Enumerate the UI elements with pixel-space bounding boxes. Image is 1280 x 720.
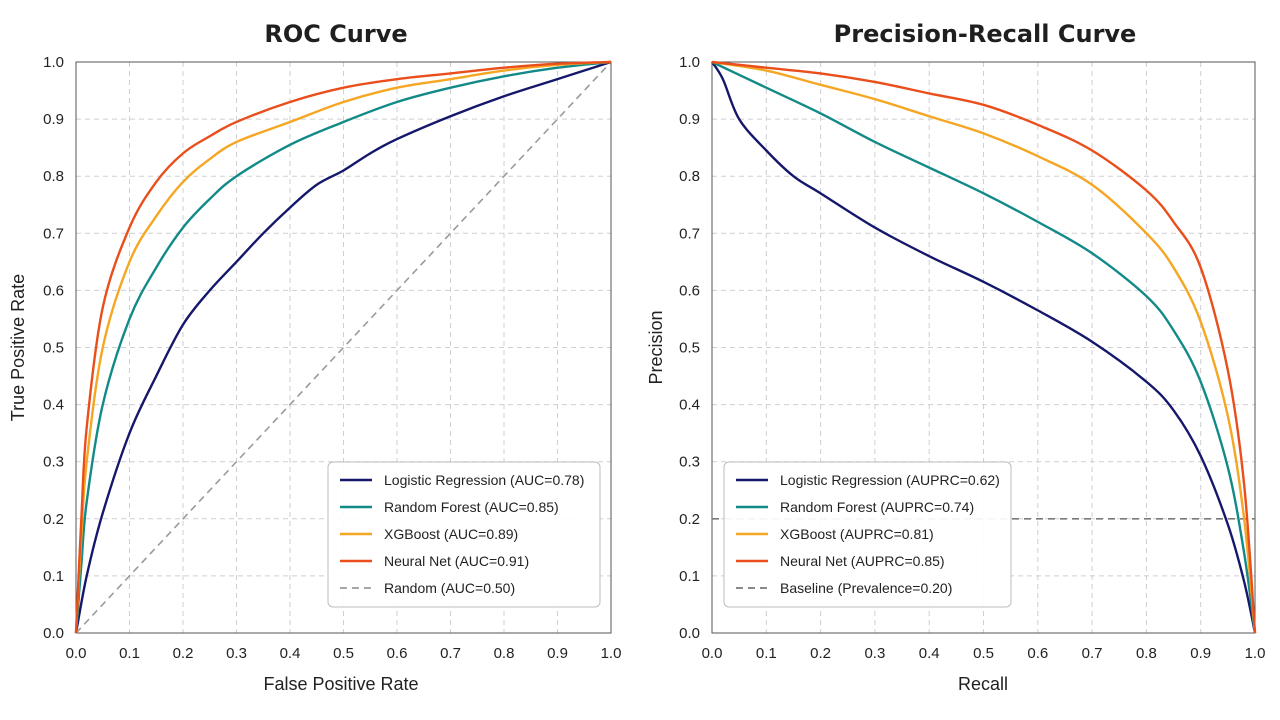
roc-series-line-random <box>75 61 612 634</box>
roc-x-tick-label: 0.1 <box>119 645 140 662</box>
pr-x-axis-label: Recall <box>958 674 1008 694</box>
pr-y-tick-label: 0.5 <box>679 340 700 357</box>
roc-y-tick-label: 0.7 <box>43 225 64 242</box>
roc-title: ROC Curve <box>264 20 407 48</box>
pr-x-tick-label: 0.1 <box>756 645 777 662</box>
roc-x-tick-label: 0.8 <box>494 645 515 662</box>
roc-y-tick-label: 0.9 <box>43 111 64 128</box>
roc-x-tick-label: 0.0 <box>66 645 87 662</box>
roc-legend-label-random-forest: Random Forest (AUC=0.85) <box>384 499 559 515</box>
pr-x-tick-label: 0.7 <box>1082 645 1103 662</box>
pr-x-tick-label: 1.0 <box>1245 645 1266 662</box>
pr-y-tick-label: 1.0 <box>679 54 700 71</box>
pr-series-line-logistic-regression <box>710 61 1257 634</box>
pr-title: Precision-Recall Curve <box>834 20 1137 48</box>
roc-x-tick-label: 0.9 <box>547 645 568 662</box>
pr-plot-frame <box>711 61 1256 634</box>
roc-y-tick-label: 0.3 <box>43 454 64 471</box>
roc-x-tick-label: 0.6 <box>387 645 408 662</box>
roc-series-line-random-forest <box>74 60 612 634</box>
roc-y-tick-label: 0.1 <box>43 568 64 585</box>
pr-y-tick-label: 0.7 <box>679 225 700 242</box>
pr-legend: Logistic Regression (AUPRC=0.62) Random F… <box>723 461 1012 608</box>
roc-y-tick-label: 0.0 <box>43 625 64 642</box>
roc-x-tick-label: 0.7 <box>440 645 461 662</box>
roc-x-tick-label: 0.4 <box>280 645 301 662</box>
roc-legend-label-logistic-regression: Logistic Regression (AUC=0.78) <box>384 472 584 488</box>
pr-legend-label-logistic-regression: Logistic Regression (AUPRC=0.62) <box>780 472 1000 488</box>
roc-y-tick-label: 0.5 <box>43 340 64 357</box>
pr-x-tick-label: 0.8 <box>1136 645 1157 662</box>
roc-legend-label-neural-net: Neural Net (AUC=0.91) <box>384 553 529 569</box>
pr-legend-label-random-forest: Random Forest (AUPRC=0.74) <box>780 499 974 515</box>
roc-x-tick-label: 0.2 <box>173 645 194 662</box>
pr-y-tick-label: 0.9 <box>679 111 700 128</box>
pr-x-tick-label: 0.0 <box>702 645 723 662</box>
roc-series-line-xgboost <box>74 60 612 634</box>
pr-legend-label-baseline: Baseline (Prevalence=0.20) <box>780 580 952 596</box>
roc-legend-label-random: Random (AUC=0.50) <box>384 580 515 596</box>
roc-y-tick-label: 0.4 <box>43 397 64 414</box>
roc-series-line-logistic-regression <box>74 60 612 634</box>
pr-y-tick-label: 0.1 <box>679 568 700 585</box>
pr-x-tick-label: 0.2 <box>810 645 831 662</box>
pr-legend-label-neural-net: Neural Net (AUPRC=0.85) <box>780 553 945 569</box>
roc-series-line-neural-net <box>74 60 612 634</box>
roc-legend-label-xgboost: XGBoost (AUC=0.89) <box>384 526 518 542</box>
roc-x-axis-label: False Positive Rate <box>263 674 418 694</box>
roc-y-axis-label: True Positive Rate <box>8 274 28 421</box>
pr-y-tick-label: 0.8 <box>679 168 700 185</box>
pr-x-tick-label: 0.6 <box>1027 645 1048 662</box>
pr-legend-label-xgboost: XGBoost (AUPRC=0.81) <box>780 526 934 542</box>
pr-y-tick-label: 0.4 <box>679 397 700 414</box>
roc-legend-box <box>327 461 601 608</box>
pr-y-tick-label: 0.3 <box>679 454 700 471</box>
roc-y-tick-label: 0.2 <box>43 511 64 528</box>
pr-x-tick-label: 0.5 <box>973 645 994 662</box>
pr-x-tick-label: 0.4 <box>919 645 940 662</box>
roc-x-tick-label: 0.5 <box>333 645 354 662</box>
roc-legend: Logistic Regression (AUC=0.78) Random For… <box>327 461 601 608</box>
pr-chart: Precision-Recall Curve 0.0 0.1 0.2 0.3 0.4 0.5… <box>646 20 1265 694</box>
roc-series <box>74 60 612 634</box>
pr-y-tick-label: 0.6 <box>679 282 700 299</box>
roc-y-tick-label: 0.6 <box>43 282 64 299</box>
pr-y-axis-label: Precision <box>646 310 666 384</box>
pr-series-line-xgboost <box>711 60 1257 634</box>
pr-legend-box <box>723 461 1012 608</box>
roc-x-tick-label: 1.0 <box>601 645 622 662</box>
pr-series-line-neural-net <box>711 60 1257 634</box>
pr-y-tick-label: 0.2 <box>679 511 700 528</box>
roc-plot-frame <box>75 61 612 634</box>
roc-y-tick-label: 1.0 <box>43 54 64 71</box>
roc-x-tick-label: 0.3 <box>226 645 247 662</box>
pr-y-tick-label: 0.0 <box>679 625 700 642</box>
pr-series-line-random-forest <box>711 60 1257 634</box>
roc-y-tick-label: 0.8 <box>43 168 64 185</box>
pr-x-tick-label: 0.3 <box>864 645 885 662</box>
pr-x-tick-label: 0.9 <box>1190 645 1211 662</box>
roc-chart: ROC Curve 0.0 0.1 0.2 0.3 0.4 0.5 0.6 0.7 0.8 0.9 1… <box>8 20 621 694</box>
